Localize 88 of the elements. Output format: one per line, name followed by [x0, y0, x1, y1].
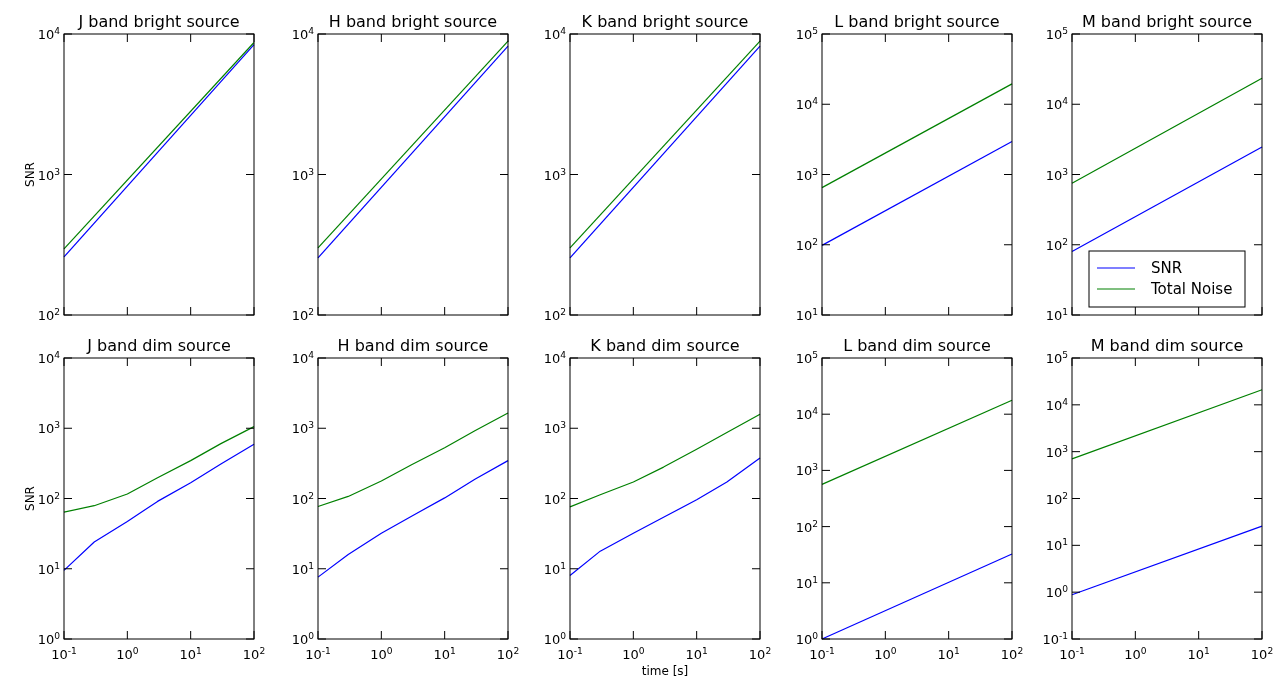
y-tick-label: 10$^{2}$: [543, 307, 566, 323]
chart-title: H band bright source: [328, 12, 498, 31]
x-tick-label: 10$^{2}$: [1000, 646, 1024, 662]
y-tick-label: 10$^{2}$: [1045, 490, 1068, 507]
y-tick-label: 10$^{2}$: [37, 490, 60, 507]
legend-label: SNR: [1151, 259, 1183, 277]
legend-label: Total Noise: [1150, 280, 1233, 298]
x-axis-title: time [s]: [641, 664, 689, 678]
y-tick-label: 10$^{4}$: [795, 406, 819, 423]
y-tick-label: 10$^{3}$: [1045, 443, 1069, 460]
y-tick-label: 10$^{4}$: [37, 26, 61, 42]
y-tick-label: 10$^{4}$: [291, 26, 315, 42]
y-tick-label: 10$^{2}$: [37, 307, 60, 323]
x-tick-label: 10$^{0}$: [370, 646, 393, 662]
x-tick-label: 10$^{2}$: [496, 646, 520, 662]
x-tick-label: 10$^{-1}$: [305, 646, 331, 662]
x-tick-label: 10$^{2}$: [1250, 646, 1274, 662]
y-tick-label: 10$^{2}$: [291, 490, 314, 507]
y-tick-label: 10$^{3}$: [795, 462, 819, 479]
y-tick-label: 10$^{2}$: [1045, 236, 1068, 253]
y-tick-label: 10$^{3}$: [37, 166, 61, 183]
chart-title: M band dim source: [1090, 336, 1244, 355]
y-tick-label: 10$^{5}$: [1045, 350, 1068, 366]
y-tick-label: 10$^{4}$: [1045, 96, 1069, 113]
line-series: [63, 443, 255, 571]
x-tick-label: 10$^{0}$: [874, 646, 897, 662]
y-tick-label: 10$^{1}$: [37, 560, 60, 577]
y-tick-label: 10$^{4}$: [795, 96, 819, 113]
y-tick-label: 10$^{5}$: [795, 350, 818, 366]
chart-title: H band dim source: [337, 336, 489, 355]
y-tick-label: 10$^{3}$: [291, 420, 315, 437]
y-tick-label: 10$^{5}$: [795, 26, 818, 42]
x-tick-label: 10$^{-1}$: [1059, 646, 1085, 662]
y-tick-label: 10$^{1}$: [1045, 307, 1068, 323]
y-tick-label: 10$^{1}$: [543, 560, 566, 577]
x-tick-label: 10$^{1}$: [1187, 646, 1210, 662]
y-tick-label: 10$^{0}$: [291, 631, 315, 647]
y-tick-label: 10$^{2}$: [795, 236, 818, 253]
chart-title: J band dim source: [86, 336, 231, 355]
y-tick-label: 10$^{4}$: [291, 350, 315, 366]
y-tick-label: 10$^{0}$: [543, 631, 567, 647]
y-tick-label: 10$^{2}$: [795, 518, 818, 535]
chart-title: J band bright source: [77, 12, 240, 31]
y-tick-label: 10$^{2}$: [543, 490, 566, 507]
x-tick-label: 10$^{1}$: [179, 646, 202, 662]
y-tick-label: 10$^{-1}$: [1042, 631, 1068, 647]
y-tick-label: 10$^{4}$: [37, 350, 61, 366]
y-tick-label: 10$^{3}$: [543, 420, 567, 437]
line-series: [569, 457, 761, 577]
x-tick-label: 10$^{1}$: [685, 646, 708, 662]
x-tick-label: 10$^{0}$: [1124, 646, 1147, 662]
x-tick-label: 10$^{2}$: [242, 646, 266, 662]
y-axis-title: SNR: [23, 162, 37, 187]
y-tick-label: 10$^{5}$: [1045, 26, 1068, 42]
x-tick-label: 10$^{-1}$: [809, 646, 835, 662]
chart-title: K band dim source: [590, 336, 740, 355]
line-series: [63, 426, 255, 513]
line-series: [569, 413, 761, 508]
x-tick-label: 10$^{0}$: [622, 646, 645, 662]
y-tick-label: 10$^{4}$: [1045, 396, 1069, 413]
y-tick-label: 10$^{1}$: [795, 574, 818, 591]
x-tick-label: 10$^{-1}$: [51, 646, 77, 662]
chart-title: L band dim source: [843, 336, 991, 355]
x-tick-label: 10$^{2}$: [748, 646, 772, 662]
y-tick-label: 10$^{3}$: [543, 166, 567, 183]
y-tick-label: 10$^{0}$: [1045, 584, 1069, 601]
y-tick-label: 10$^{1}$: [795, 307, 818, 323]
line-series: [317, 460, 509, 578]
y-tick-label: 10$^{4}$: [543, 26, 567, 42]
y-tick-label: 10$^{3}$: [37, 420, 61, 437]
chart-title: M band bright source: [1081, 12, 1253, 31]
y-tick-label: 10$^{2}$: [291, 307, 314, 323]
y-tick-label: 10$^{1}$: [291, 560, 314, 577]
x-tick-label: 10$^{-1}$: [557, 646, 583, 662]
y-tick-label: 10$^{4}$: [543, 350, 567, 366]
x-tick-label: 10$^{0}$: [116, 646, 139, 662]
y-tick-label: 10$^{1}$: [1045, 537, 1068, 554]
y-axis-title: SNR: [23, 486, 37, 511]
y-tick-label: 10$^{0}$: [37, 631, 61, 647]
y-tick-label: 10$^{3}$: [795, 166, 819, 183]
line-series: [317, 412, 509, 508]
chart-title: L band bright source: [834, 12, 1000, 31]
chart-title: K band bright source: [581, 12, 749, 31]
y-tick-label: 10$^{3}$: [291, 166, 315, 183]
y-tick-label: 10$^{3}$: [1045, 166, 1069, 183]
x-tick-label: 10$^{1}$: [937, 646, 960, 662]
x-tick-label: 10$^{1}$: [433, 646, 456, 662]
y-tick-label: 10$^{0}$: [795, 631, 819, 647]
